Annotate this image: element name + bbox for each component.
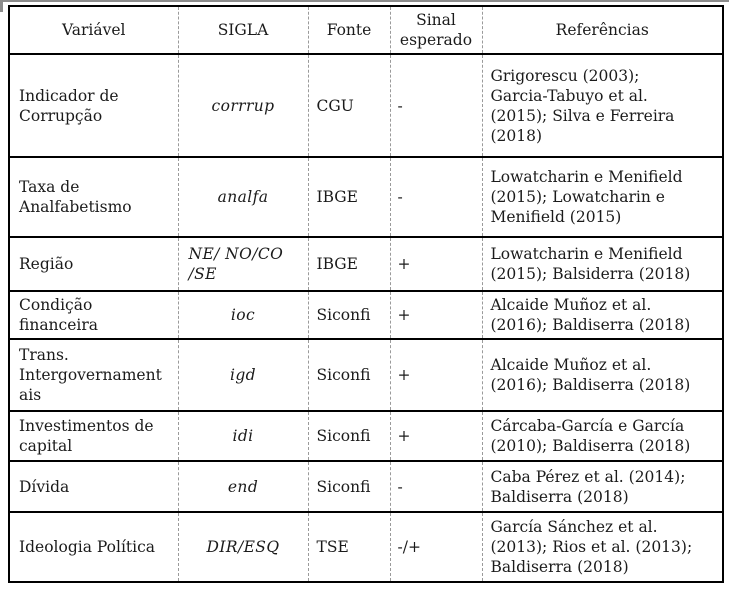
page-edge-line [0, 0, 729, 2]
cell-sinal-esperado: + [389, 290, 483, 341]
cell-sinal-esperado: -/+ [389, 511, 483, 584]
cell-sinal-esperado: + [389, 236, 483, 293]
cell-variavel: Região [8, 236, 179, 293]
table-row: Ideologia Política DIR/ESQ TSE -/+ Garcí… [8, 511, 724, 584]
header-cell-fonte: Fonte [307, 4, 391, 56]
cell-fonte: IBGE [307, 236, 391, 293]
cell-sigla: ioc [177, 290, 309, 341]
table-row: Taxa de Analfabetismo analfa IBGE - Lowa… [8, 156, 724, 239]
cell-sigla: corrrup [177, 53, 309, 159]
cell-fonte: Siconfi [307, 290, 391, 341]
cell-referencias: Alcaide Muñoz et al. (2016); Baldiserra … [481, 290, 724, 341]
table-row: Dívida end Siconfi - Caba Pérez et al. (… [8, 460, 724, 514]
cell-sigla: igd [177, 338, 309, 413]
cell-referencias: García Sánchez et al. (2013); Rios et al… [481, 511, 724, 584]
header-cell-sinal-esperado: Sinal esperado [389, 4, 483, 56]
cell-variavel: Condição financeira [8, 290, 179, 341]
cell-fonte: TSE [307, 511, 391, 584]
cell-variavel: Investimentos de capital [8, 410, 179, 463]
cell-sigla: end [177, 460, 309, 514]
page-corner-mark [0, 0, 3, 12]
cell-variavel: Ideologia Política [8, 511, 179, 584]
cell-sigla: NE/ NO/CO /SE [177, 236, 309, 293]
cell-sinal-esperado: - [389, 53, 483, 159]
cell-variavel: Taxa de Analfabetismo [8, 156, 179, 239]
cell-sinal-esperado: - [389, 460, 483, 514]
variables-table: Variável SIGLA Fonte Sinal esperado Refe… [8, 4, 724, 584]
cell-referencias: Cárcaba-García e García (2010); Baldiser… [481, 410, 724, 463]
cell-variavel: Indicador de Corrupção [8, 53, 179, 159]
cell-referencias: Lowatcharin e Menifield (2015); Balsider… [481, 236, 724, 293]
cell-referencias: Grigorescu (2003); Garcia-Tabuyo et al. … [481, 53, 724, 159]
cell-sigla: analfa [177, 156, 309, 239]
cell-fonte: Siconfi [307, 410, 391, 463]
table-row: Indicador de Corrupção corrrup CGU - Gri… [8, 53, 724, 159]
cell-fonte: Siconfi [307, 338, 391, 413]
cell-variavel: Trans. Intergovernament ais [8, 338, 179, 413]
cell-referencias: Caba Pérez et al. (2014); Baldiserra (20… [481, 460, 724, 514]
table-row: Região NE/ NO/CO /SE IBGE + Lowatcharin … [8, 236, 724, 293]
table-row: Trans. Intergovernament ais igd Siconfi … [8, 338, 724, 413]
header-row: Variável SIGLA Fonte Sinal esperado Refe… [8, 4, 724, 56]
table-row: Investimentos de capital idi Siconfi + C… [8, 410, 724, 463]
cell-sigla: DIR/ESQ [177, 511, 309, 584]
cell-fonte: Siconfi [307, 460, 391, 514]
cell-fonte: IBGE [307, 156, 391, 239]
cell-sinal-esperado: - [389, 156, 483, 239]
cell-sinal-esperado: + [389, 410, 483, 463]
header-cell-variavel: Variável [8, 4, 179, 56]
cell-referencias: Lowatcharin e Menifield (2015); Lowatcha… [481, 156, 724, 239]
cell-sigla: idi [177, 410, 309, 463]
table-row: Condição financeira ioc Siconfi + Alcaid… [8, 290, 724, 341]
cell-sinal-esperado: + [389, 338, 483, 413]
cell-referencias: Alcaide Muñoz et al. (2016); Baldiserra … [481, 338, 724, 413]
header-cell-sigla: SIGLA [177, 4, 309, 56]
header-cell-referencias: Referências [481, 4, 724, 56]
cell-variavel: Dívida [8, 460, 179, 514]
cell-fonte: CGU [307, 53, 391, 159]
